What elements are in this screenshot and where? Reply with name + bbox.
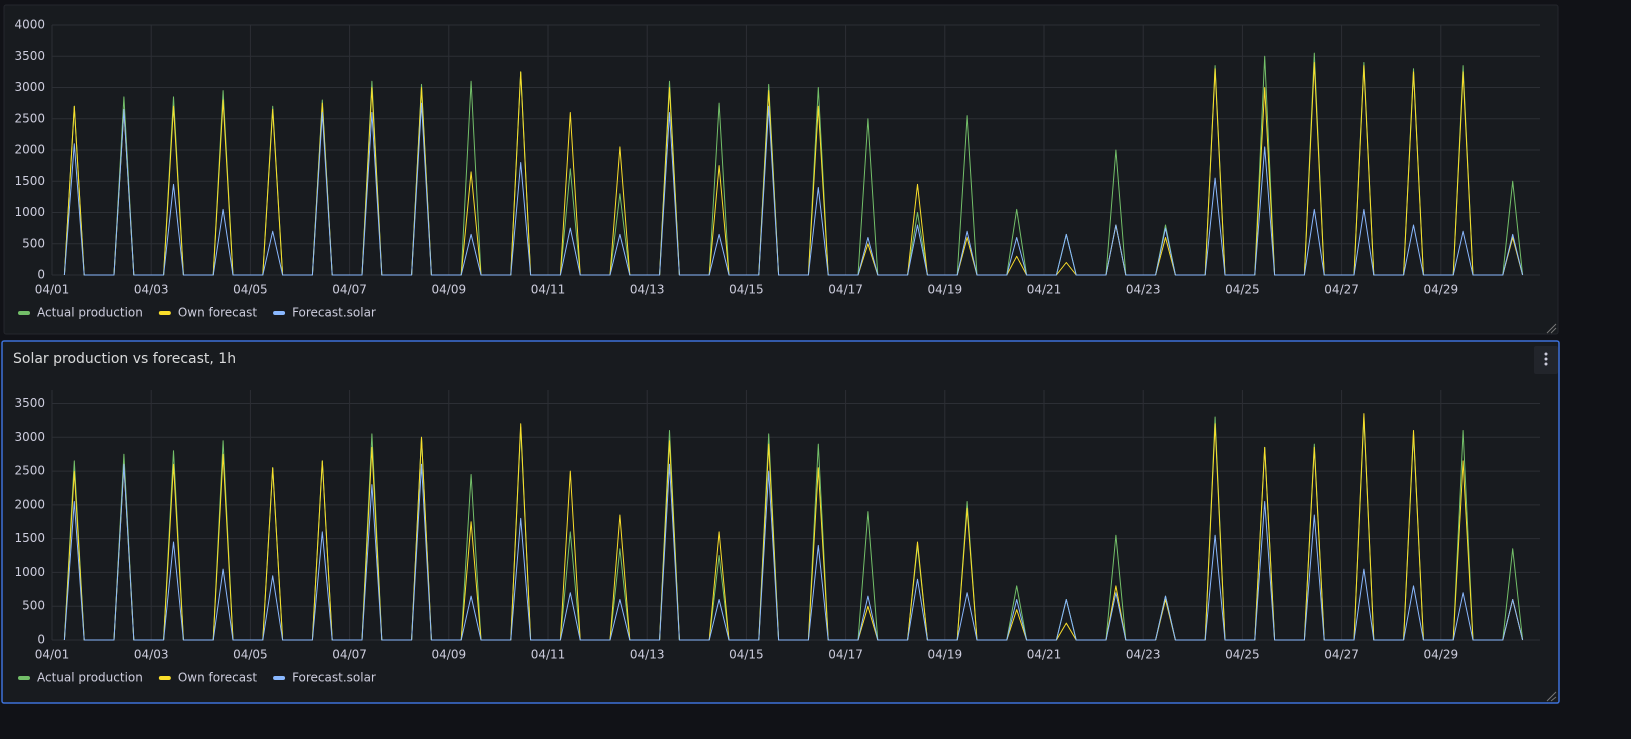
legend-label: Actual production	[37, 671, 143, 685]
series-line	[63, 102, 1524, 276]
panel-selected[interactable]	[1, 340, 1560, 704]
x-tick-label: 04/25	[1225, 283, 1260, 297]
y-tick-label: 3000	[14, 80, 45, 94]
legend-swatch	[18, 676, 30, 680]
y-tick-label: 1500	[14, 531, 45, 545]
y-tick-label: 4000	[14, 18, 45, 32]
x-tick-label: 04/17	[828, 283, 863, 297]
x-tick-label: 04/03	[134, 283, 169, 297]
x-tick-label: 04/03	[134, 648, 169, 662]
y-tick-label: 2000	[14, 143, 45, 157]
x-tick-label: 04/27	[1324, 283, 1359, 297]
y-tick-label: 2000	[14, 497, 45, 511]
legend-label: Actual production	[37, 306, 143, 320]
y-tick-label: 3000	[14, 430, 45, 444]
x-tick-label: 04/15	[729, 648, 764, 662]
x-tick-label: 04/27	[1324, 648, 1359, 662]
legend-label: Own forecast	[178, 306, 258, 320]
legend-swatch	[158, 676, 171, 680]
x-tick-label: 04/23	[1126, 648, 1161, 662]
legend-swatch	[273, 311, 286, 315]
y-tick-label: 2500	[14, 464, 45, 478]
y-tick-label: 0	[37, 268, 45, 282]
x-tick-label: 04/11	[531, 283, 566, 297]
x-tick-label: 04/05	[233, 648, 268, 662]
y-tick-label: 1000	[14, 205, 45, 219]
series-line	[63, 463, 1524, 641]
x-tick-label: 04/13	[630, 648, 665, 662]
y-tick-label: 1500	[14, 174, 45, 188]
x-tick-label: 04/11	[531, 648, 566, 662]
legend-label: Forecast.solar	[292, 671, 376, 685]
x-tick-label: 04/29	[1424, 283, 1459, 297]
y-tick-label: 500	[22, 236, 45, 250]
x-tick-label: 04/01	[35, 648, 70, 662]
x-tick-label: 04/19	[928, 648, 963, 662]
x-tick-label: 04/13	[630, 283, 665, 297]
x-tick-label: 04/19	[928, 283, 963, 297]
legend-label: Forecast.solar	[292, 306, 376, 320]
x-tick-label: 04/21	[1027, 283, 1062, 297]
legend-swatch	[158, 311, 171, 315]
x-tick-label: 04/15	[729, 283, 764, 297]
x-tick-label: 04/09	[432, 283, 467, 297]
y-tick-label: 500	[22, 599, 45, 613]
resize-handle[interactable]	[1546, 691, 1557, 702]
x-tick-label: 04/23	[1126, 283, 1161, 297]
menu-icon	[1544, 352, 1548, 366]
x-tick-label: 04/21	[1027, 648, 1062, 662]
panel-title: Solar production vs forecast, 1h	[13, 351, 236, 367]
legend-swatch	[273, 676, 286, 680]
x-tick-label: 04/29	[1424, 648, 1459, 662]
legend-swatch	[18, 311, 30, 315]
y-tick-label: 2500	[14, 111, 45, 125]
x-tick-label: 04/09	[432, 648, 467, 662]
y-tick-label: 1000	[14, 565, 45, 579]
resize-handle[interactable]	[1546, 323, 1557, 334]
legend-label: Own forecast	[178, 671, 258, 685]
y-tick-label: 3500	[14, 396, 45, 410]
x-tick-label: 04/07	[332, 283, 367, 297]
x-tick-label: 04/25	[1225, 648, 1260, 662]
x-tick-label: 04/17	[828, 648, 863, 662]
x-tick-label: 04/05	[233, 283, 268, 297]
y-tick-label: 0	[37, 633, 45, 647]
x-tick-label: 04/07	[332, 648, 367, 662]
y-tick-label: 3500	[14, 49, 45, 63]
x-tick-label: 04/01	[35, 283, 70, 297]
